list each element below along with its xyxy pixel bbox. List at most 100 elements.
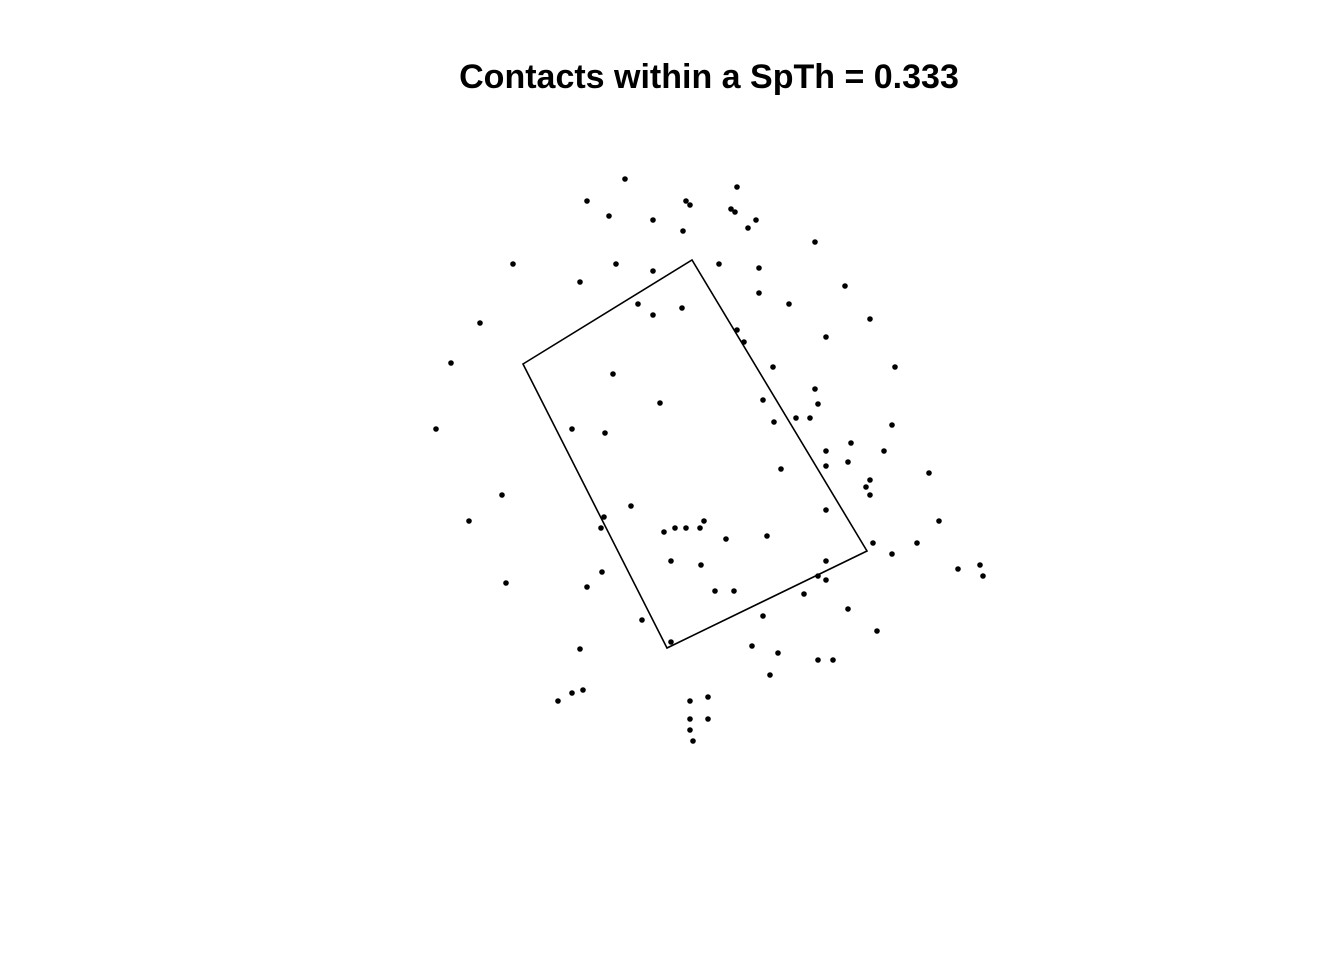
data-point: [613, 261, 619, 267]
data-point: [687, 716, 693, 722]
data-point: [812, 386, 818, 392]
data-point: [753, 217, 759, 223]
chart-title: Contacts within a SpTh = 0.333: [459, 58, 959, 96]
data-point: [697, 525, 703, 531]
data-point: [771, 419, 777, 425]
data-point: [815, 657, 821, 663]
data-point: [848, 440, 854, 446]
data-point: [823, 507, 829, 513]
data-point: [756, 265, 762, 271]
data-point: [812, 239, 818, 245]
data-point: [842, 283, 848, 289]
data-point: [698, 562, 704, 568]
data-point: [823, 448, 829, 454]
data-point: [734, 327, 740, 333]
data-point: [926, 470, 932, 476]
data-point: [728, 206, 734, 212]
data-point: [867, 316, 873, 322]
data-point: [823, 334, 829, 340]
data-point: [668, 639, 674, 645]
data-point: [661, 529, 667, 535]
data-point: [741, 339, 747, 345]
data-point: [466, 518, 472, 524]
data-point: [914, 540, 920, 546]
data-point: [775, 650, 781, 656]
data-point: [687, 698, 693, 704]
data-point: [801, 591, 807, 597]
data-point: [577, 646, 583, 652]
data-point: [807, 415, 813, 421]
data-point: [823, 463, 829, 469]
data-point: [668, 558, 674, 564]
data-point: [701, 518, 707, 524]
data-point: [731, 588, 737, 594]
data-point: [793, 415, 799, 421]
data-point: [555, 698, 561, 704]
data-point: [705, 694, 711, 700]
data-point: [823, 577, 829, 583]
data-point: [657, 400, 663, 406]
data-point: [760, 397, 766, 403]
data-point: [863, 484, 869, 490]
data-point: [503, 580, 509, 586]
data-point: [672, 525, 678, 531]
data-point: [845, 606, 851, 612]
data-point: [683, 198, 689, 204]
data-point: [433, 426, 439, 432]
data-point: [584, 584, 590, 590]
data-point: [830, 657, 836, 663]
data-point: [867, 477, 873, 483]
data-point: [679, 305, 685, 311]
data-point: [889, 551, 895, 557]
data-point: [716, 261, 722, 267]
data-point: [577, 279, 583, 285]
data-point: [892, 364, 898, 370]
data-point: [745, 225, 751, 231]
data-point: [732, 209, 738, 215]
data-point: [980, 573, 986, 579]
data-point: [569, 690, 575, 696]
data-point: [510, 261, 516, 267]
points-layer: [433, 176, 986, 744]
data-point: [881, 448, 887, 454]
data-point: [867, 492, 873, 498]
data-point: [584, 198, 590, 204]
data-point: [815, 573, 821, 579]
data-point: [778, 466, 784, 472]
data-point: [712, 588, 718, 594]
data-point: [977, 562, 983, 568]
data-point: [823, 558, 829, 564]
data-point: [477, 320, 483, 326]
data-point: [815, 401, 821, 407]
data-point: [760, 613, 766, 619]
data-point: [770, 364, 776, 370]
data-point: [874, 628, 880, 634]
data-point: [610, 371, 616, 377]
boundary-rectangle: [521, 258, 869, 650]
data-point: [786, 301, 792, 307]
data-point: [599, 569, 605, 575]
data-point: [756, 290, 762, 296]
data-point: [687, 202, 693, 208]
data-point: [690, 738, 696, 744]
data-point: [734, 184, 740, 190]
data-point: [687, 727, 693, 733]
data-point: [499, 492, 505, 498]
data-point: [606, 213, 612, 219]
data-point: [650, 312, 656, 318]
data-point: [598, 525, 604, 531]
data-point: [955, 566, 961, 572]
data-point: [635, 301, 641, 307]
boundary-layer: [521, 258, 869, 650]
data-point: [580, 687, 586, 693]
data-point: [764, 533, 770, 539]
data-point: [569, 426, 575, 432]
data-point: [767, 672, 773, 678]
data-point: [650, 217, 656, 223]
data-point: [683, 525, 689, 531]
data-point: [639, 617, 645, 623]
data-point: [602, 430, 608, 436]
data-point: [622, 176, 628, 182]
data-point: [889, 422, 895, 428]
